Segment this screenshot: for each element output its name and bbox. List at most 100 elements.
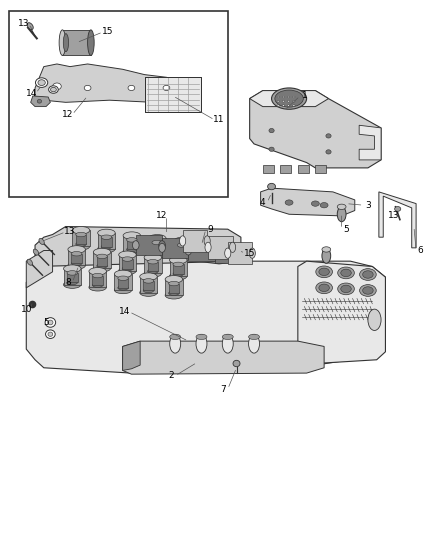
Bar xyxy=(162,238,188,258)
Ellipse shape xyxy=(143,288,154,293)
Ellipse shape xyxy=(249,335,259,353)
Ellipse shape xyxy=(277,104,279,107)
Polygon shape xyxy=(53,235,241,261)
Polygon shape xyxy=(35,227,241,266)
Ellipse shape xyxy=(63,34,68,52)
Bar xyxy=(118,278,128,288)
Ellipse shape xyxy=(249,248,255,259)
Ellipse shape xyxy=(287,104,290,107)
Ellipse shape xyxy=(45,318,56,327)
Text: 5: 5 xyxy=(43,318,49,327)
Ellipse shape xyxy=(71,252,82,256)
Bar xyxy=(174,241,191,257)
Ellipse shape xyxy=(237,249,244,257)
Ellipse shape xyxy=(319,284,329,292)
Ellipse shape xyxy=(341,285,351,293)
Text: 4: 4 xyxy=(260,198,265,207)
Ellipse shape xyxy=(326,150,331,154)
Bar xyxy=(165,279,183,295)
Ellipse shape xyxy=(282,104,285,107)
Ellipse shape xyxy=(89,284,106,291)
Ellipse shape xyxy=(48,332,53,336)
Polygon shape xyxy=(31,96,50,107)
Ellipse shape xyxy=(170,272,187,280)
Ellipse shape xyxy=(67,271,78,275)
Ellipse shape xyxy=(128,85,135,91)
Polygon shape xyxy=(123,341,324,374)
Bar xyxy=(170,260,187,276)
Bar xyxy=(89,271,106,287)
Text: 2: 2 xyxy=(168,372,173,380)
Ellipse shape xyxy=(169,281,179,286)
Ellipse shape xyxy=(293,104,295,107)
Bar xyxy=(127,240,137,249)
Ellipse shape xyxy=(92,283,103,287)
Ellipse shape xyxy=(196,335,207,353)
Polygon shape xyxy=(298,261,385,364)
Ellipse shape xyxy=(293,100,295,102)
Ellipse shape xyxy=(338,283,354,295)
Ellipse shape xyxy=(71,261,82,265)
Text: 15: 15 xyxy=(102,28,113,36)
Ellipse shape xyxy=(144,254,162,261)
Ellipse shape xyxy=(152,240,162,245)
Ellipse shape xyxy=(204,236,210,246)
Bar xyxy=(72,230,90,246)
Ellipse shape xyxy=(114,270,132,278)
Ellipse shape xyxy=(123,248,141,255)
Bar xyxy=(148,238,166,254)
Ellipse shape xyxy=(174,237,191,245)
Text: 1: 1 xyxy=(301,92,307,100)
Bar xyxy=(93,252,111,268)
Bar xyxy=(67,273,78,282)
Bar xyxy=(188,240,215,261)
Ellipse shape xyxy=(152,250,162,254)
Ellipse shape xyxy=(33,249,39,255)
Bar xyxy=(183,230,207,252)
Ellipse shape xyxy=(93,248,111,256)
Ellipse shape xyxy=(97,254,107,259)
Ellipse shape xyxy=(148,269,158,273)
Ellipse shape xyxy=(148,235,166,242)
Polygon shape xyxy=(250,91,328,107)
Ellipse shape xyxy=(118,286,128,290)
Ellipse shape xyxy=(233,360,240,367)
Ellipse shape xyxy=(119,251,136,259)
Ellipse shape xyxy=(38,80,45,85)
Ellipse shape xyxy=(140,273,157,280)
Ellipse shape xyxy=(68,246,85,253)
Ellipse shape xyxy=(50,87,57,92)
Ellipse shape xyxy=(84,85,91,91)
Ellipse shape xyxy=(119,267,136,274)
Ellipse shape xyxy=(163,85,170,91)
Ellipse shape xyxy=(169,291,179,295)
Polygon shape xyxy=(250,91,381,168)
Text: 3: 3 xyxy=(365,201,371,209)
Ellipse shape xyxy=(360,285,376,296)
Bar xyxy=(136,235,162,255)
Ellipse shape xyxy=(170,335,180,353)
Ellipse shape xyxy=(101,235,112,239)
Bar xyxy=(228,242,252,264)
Bar xyxy=(145,77,201,112)
Bar xyxy=(177,245,188,255)
Text: 14: 14 xyxy=(26,89,37,98)
Ellipse shape xyxy=(360,269,376,280)
Ellipse shape xyxy=(159,241,166,249)
Ellipse shape xyxy=(89,268,106,275)
Ellipse shape xyxy=(282,100,285,102)
Bar xyxy=(64,269,81,285)
Ellipse shape xyxy=(293,96,295,98)
Ellipse shape xyxy=(223,334,233,340)
Bar xyxy=(208,236,233,259)
Polygon shape xyxy=(123,341,140,370)
Bar xyxy=(263,165,274,173)
Text: 12: 12 xyxy=(156,212,168,220)
Ellipse shape xyxy=(127,238,137,242)
Text: 12: 12 xyxy=(62,110,74,119)
Bar xyxy=(97,256,107,266)
Ellipse shape xyxy=(114,286,132,294)
Ellipse shape xyxy=(287,100,290,102)
Bar xyxy=(173,264,184,274)
Text: 13: 13 xyxy=(389,212,400,220)
